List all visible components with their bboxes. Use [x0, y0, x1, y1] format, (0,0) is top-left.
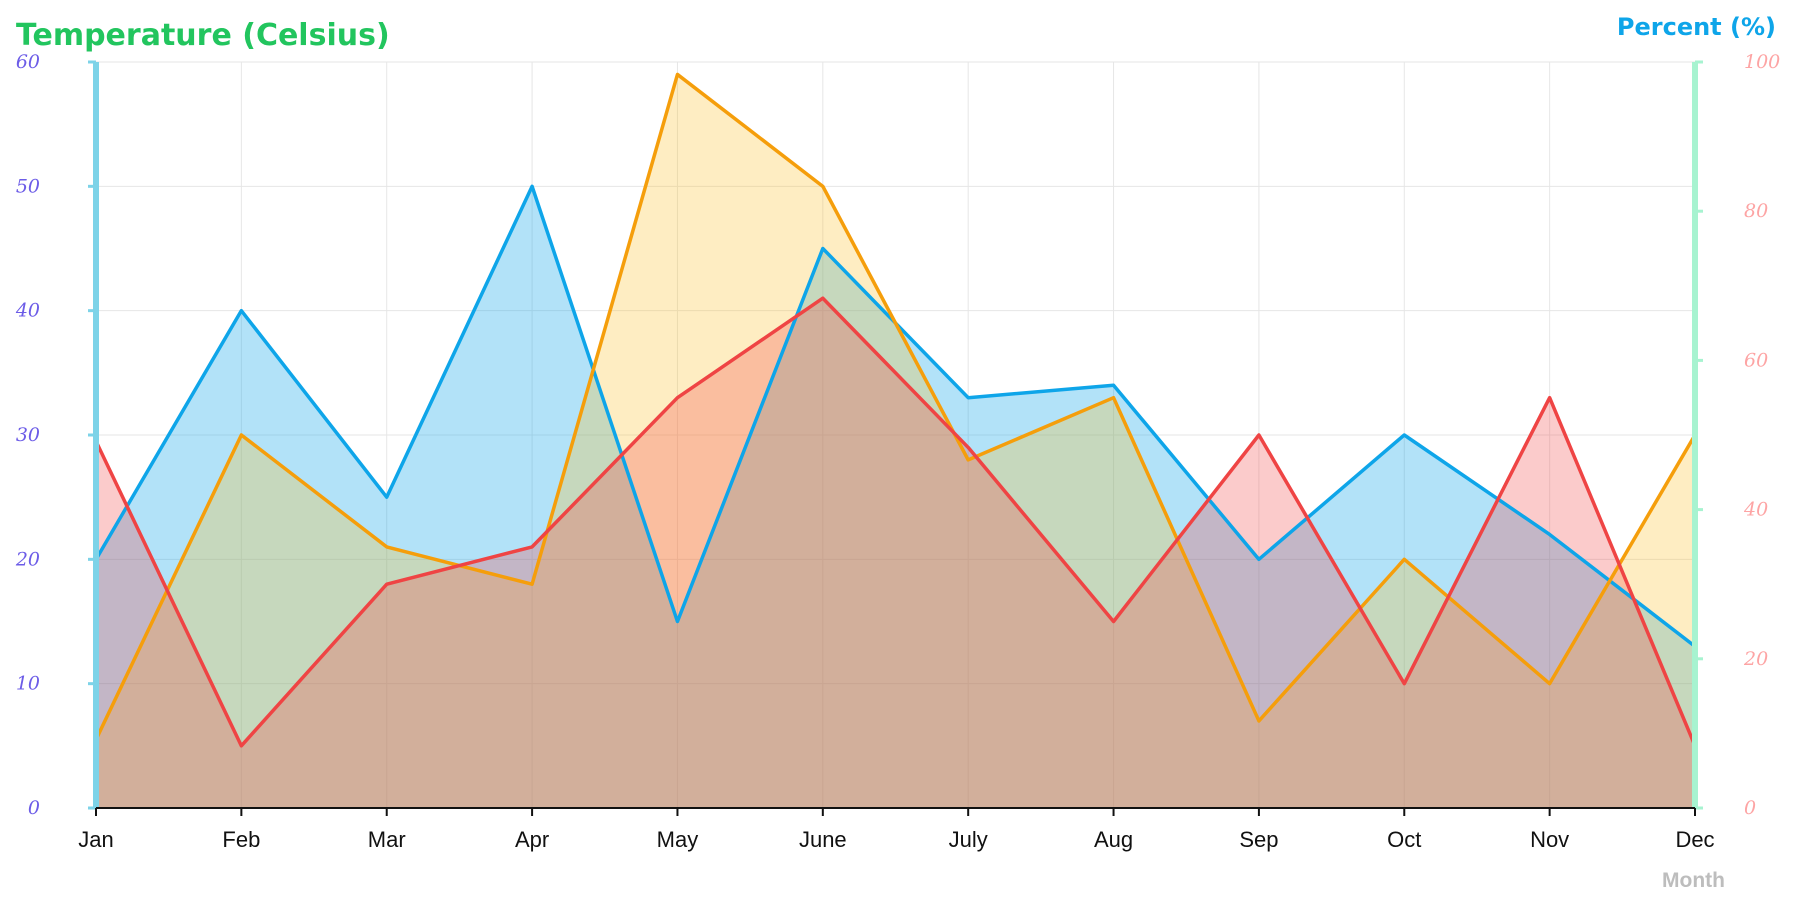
- x-axis-tick-label: Apr: [515, 827, 549, 852]
- x-axis-tick-label: June: [799, 827, 847, 852]
- series-2-line: [94, 72, 1697, 742]
- area-series: [94, 72, 1697, 809]
- x-axis-tick-label: Nov: [1530, 827, 1569, 852]
- axes: 0 10 20 30 40 50 60 0 20 40 60 80 100 Jan Feb Mar Apr May…: [15, 51, 1780, 852]
- right-axis-title: Percent (%): [1617, 13, 1776, 41]
- x-axis-tick-label: July: [949, 827, 988, 852]
- x-axis-tick-label: Mar: [368, 827, 406, 852]
- x-axis-tick-label: Jan: [78, 827, 113, 852]
- left-axis-tick-label: 50: [16, 175, 40, 197]
- right-axis-tick-label: 20: [1743, 648, 1768, 670]
- x-axis-title: Month: [1662, 869, 1725, 892]
- left-axis-tick-label: 40: [15, 300, 40, 322]
- left-axis-tick-label: 0: [28, 797, 40, 819]
- right-axis-tick-label: 100: [1744, 51, 1780, 73]
- series-3-line: [94, 296, 1697, 748]
- x-axis-tick-label: Oct: [1387, 827, 1421, 852]
- x-axis-tick-label: May: [657, 827, 699, 852]
- left-axis-title: Temperature (Celsius): [16, 18, 390, 53]
- left-axis-tick-label: 10: [16, 673, 40, 695]
- x-axis-tick-label: Aug: [1094, 827, 1133, 852]
- left-axis-tick-label: 30: [16, 424, 40, 446]
- right-axis-tick-label: 40: [1743, 499, 1768, 521]
- left-axis-tick-label: 60: [16, 51, 40, 73]
- right-axis-tick-label: 60: [1744, 349, 1768, 371]
- series-1-area: [96, 186, 1695, 809]
- right-axis-tick-label: 0: [1744, 797, 1756, 819]
- series-2-area: [96, 74, 1695, 808]
- x-axis-tick-label: Feb: [222, 827, 260, 852]
- right-axis-tick-label: 80: [1744, 200, 1768, 222]
- x-axis-tick-label: Sep: [1239, 827, 1278, 852]
- axis-labels: Temperature (Celsius) Percent (%) Month: [16, 13, 1776, 892]
- x-axis-tick-label: Dec: [1675, 827, 1714, 852]
- left-axis-tick-label: 20: [15, 548, 40, 570]
